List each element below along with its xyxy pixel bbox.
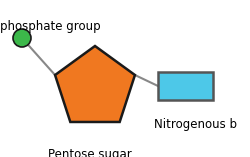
Polygon shape <box>55 46 135 122</box>
Text: Nitrogenous b: Nitrogenous b <box>154 118 236 131</box>
Circle shape <box>13 29 31 47</box>
Text: Pentose sugar: Pentose sugar <box>48 148 132 157</box>
Text: phosphate group: phosphate group <box>0 20 100 33</box>
Bar <box>158 72 213 100</box>
